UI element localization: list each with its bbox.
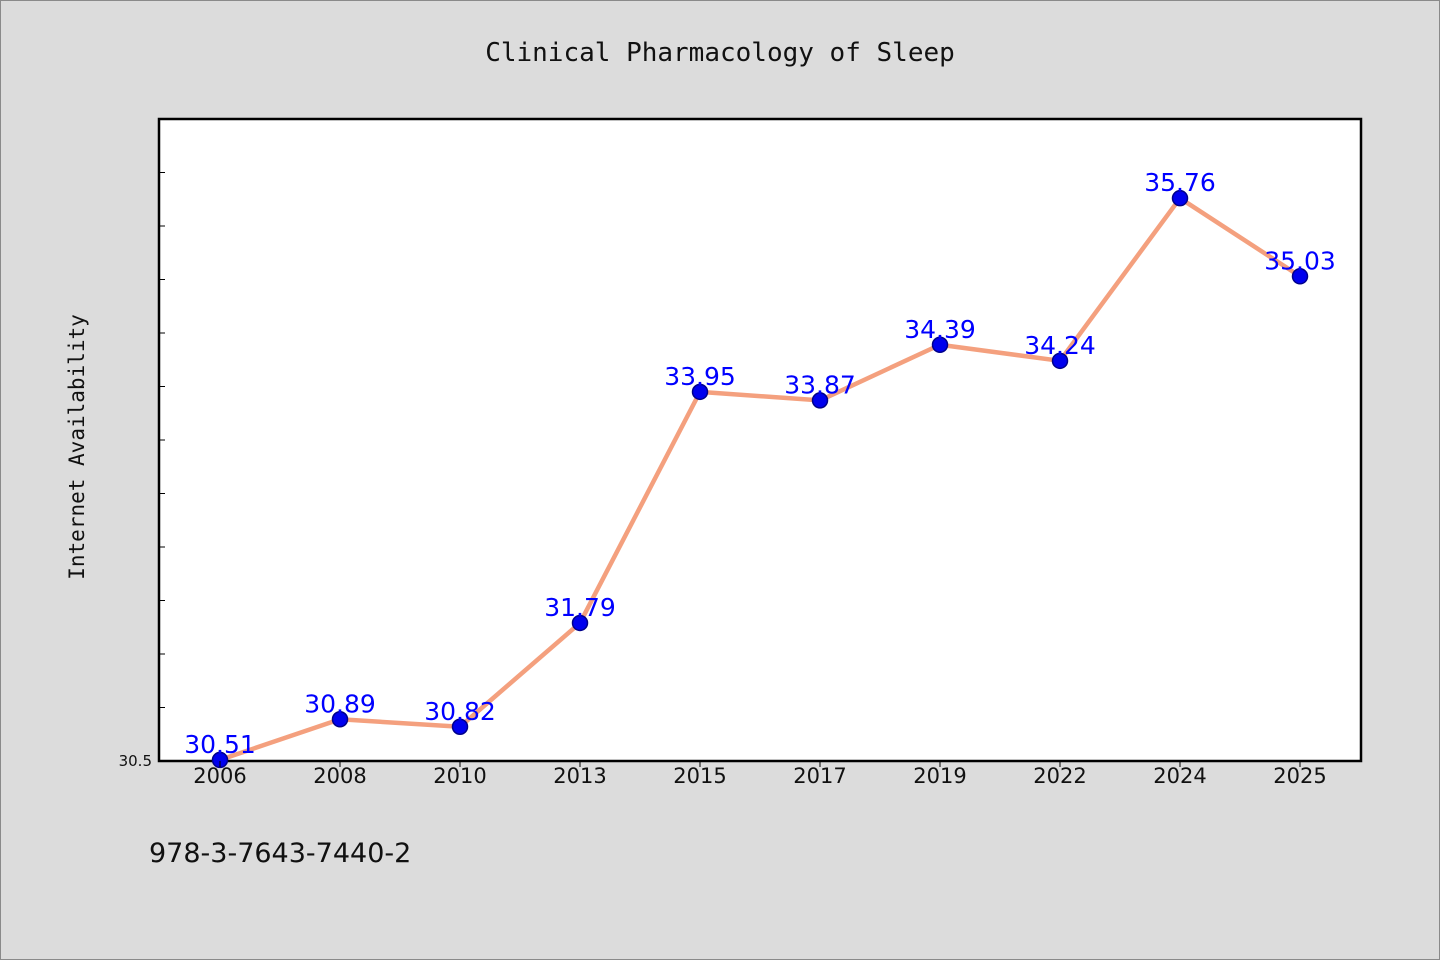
data-point-marker xyxy=(211,751,229,769)
data-label: 34.24 xyxy=(1024,331,1096,360)
data-point-marker xyxy=(571,614,589,632)
x-axis-tick-labels: 2006 2008 2010 2013 2015 2017 2019 2022 2024 2025 xyxy=(193,761,1327,788)
data-point-marker xyxy=(331,711,349,728)
data-point-marker xyxy=(931,336,949,354)
y-tick-label: 30.5 xyxy=(119,752,152,770)
data-label: 35.76 xyxy=(1144,168,1216,197)
data-label: 30.89 xyxy=(304,689,376,718)
data-point-marker xyxy=(1171,189,1189,207)
data-point-marker xyxy=(451,718,469,736)
x-tick-label: 2022 xyxy=(1033,764,1086,788)
x-tick-label: 2010 xyxy=(433,764,486,788)
chart-title: Clinical Pharmacology of Sleep xyxy=(485,38,955,68)
x-tick-label: 2019 xyxy=(913,764,966,788)
x-tick-label: 2025 xyxy=(1273,764,1326,788)
data-label: 33.95 xyxy=(664,362,736,391)
x-tick-label: 2013 xyxy=(553,764,606,788)
data-labels: 30.51 30.89 30.82 31.79 33.95 33.87 34.39 34.24… xyxy=(184,168,1336,759)
x-tick-label: 2024 xyxy=(1153,764,1206,788)
y-axis-ticks xyxy=(159,172,165,708)
data-point-marker xyxy=(1291,268,1309,285)
data-label: 30.82 xyxy=(424,697,496,726)
data-label: 34.39 xyxy=(904,315,976,344)
x-tick-label: 2017 xyxy=(793,764,846,788)
series-line xyxy=(219,195,1302,763)
data-point-marker xyxy=(811,392,829,409)
plot-area xyxy=(157,117,1363,763)
data-label: 30.51 xyxy=(184,730,256,759)
data-label: 35.03 xyxy=(1264,246,1336,275)
data-label: 33.87 xyxy=(784,370,856,399)
y-axis-label: Internet Availability xyxy=(65,314,89,580)
series-markers xyxy=(211,189,1309,769)
x-tick-label: 2008 xyxy=(313,764,366,788)
data-point-marker xyxy=(691,383,709,401)
x-tick-label: 2015 xyxy=(673,764,726,788)
x-tick-label: 2006 xyxy=(193,764,246,788)
data-label: 31.79 xyxy=(544,593,616,622)
data-point-marker xyxy=(1051,352,1069,370)
isbn-footer: 978-3-7643-7440-2 xyxy=(149,838,411,869)
series-line-group xyxy=(219,195,1302,763)
